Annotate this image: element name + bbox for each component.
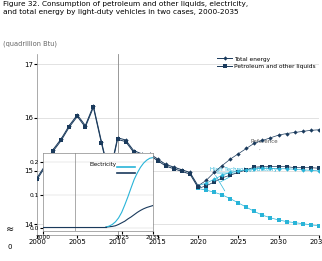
Text: 0: 0 [7,244,12,250]
Text: Reference: Reference [250,139,278,150]
Text: ≈: ≈ [6,224,14,234]
Text: (quadrillion Btu): (quadrillion Btu) [3,40,57,47]
Text: High Technology Battery: High Technology Battery [210,167,277,182]
Legend: Total energy, Petroleum and other liquids: Total energy, Petroleum and other liquid… [217,56,316,69]
Text: Figure 32. Consumption of petroleum and other liquids, electricity,
and total en: Figure 32. Consumption of petroleum and … [3,1,248,15]
Text: Electricity: Electricity [90,162,117,167]
